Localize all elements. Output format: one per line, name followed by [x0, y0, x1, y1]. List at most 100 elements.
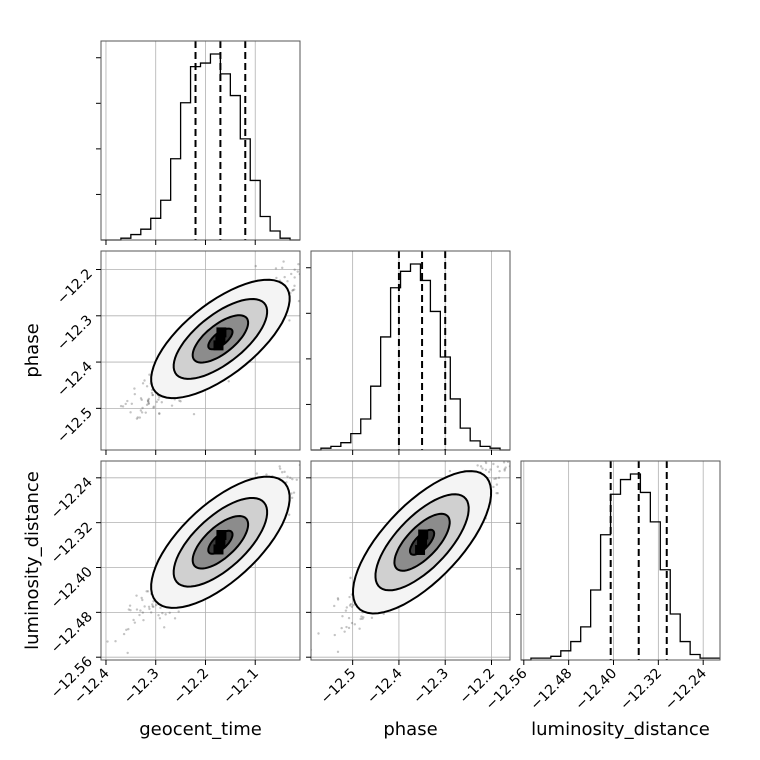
sample-point — [106, 640, 109, 643]
sample-point — [341, 614, 344, 618]
x-tick-label: −12.3 — [410, 666, 452, 708]
sample-point — [348, 604, 352, 607]
sample-point — [345, 625, 348, 629]
sample-point — [507, 451, 509, 453]
sample-point — [255, 472, 259, 475]
sample-point — [515, 430, 517, 432]
sample-point — [159, 606, 162, 610]
sample-point — [501, 453, 503, 455]
y-axis-label-luminosity_distance: luminosity_distance — [22, 471, 43, 650]
sample-point — [152, 600, 155, 603]
sample-point — [129, 411, 132, 414]
density-peak-cell — [415, 544, 426, 555]
panel-luminosity_distance-luminosity_distance: −12.56−12.48−12.40−12.32−12.24 — [483, 460, 721, 714]
sample-point — [286, 475, 289, 478]
sample-point — [141, 598, 144, 602]
sample-point — [126, 399, 129, 403]
sample-point — [163, 626, 166, 629]
sample-point — [516, 438, 518, 440]
contours — [351, 470, 493, 615]
sample-point — [502, 461, 506, 464]
sample-point — [128, 604, 132, 607]
sample-point — [306, 458, 308, 460]
sample-point — [503, 467, 506, 471]
sample-point — [143, 605, 146, 608]
sample-point — [349, 602, 353, 606]
sample-point — [288, 319, 291, 322]
sample-point — [489, 468, 492, 471]
sample-point — [484, 461, 488, 465]
sample-point — [296, 270, 299, 273]
sample-point — [121, 405, 125, 408]
sample-point — [170, 404, 174, 407]
sample-point — [133, 392, 137, 396]
sample-point — [496, 492, 499, 495]
sample-point — [151, 603, 154, 606]
sample-point — [278, 467, 282, 470]
sample-point — [141, 382, 145, 385]
sample-point — [350, 621, 354, 625]
sample-point — [145, 590, 148, 593]
sample-point — [139, 609, 142, 612]
sample-point — [303, 651, 305, 653]
sample-point — [497, 476, 501, 479]
y-tick-label: −12.48 — [48, 609, 96, 657]
sample-point — [139, 397, 143, 400]
sample-point — [142, 618, 145, 622]
panel-geocent_time-geocent_time — [96, 40, 301, 245]
x-tick-label: −12.48 — [528, 666, 576, 714]
contours — [150, 278, 291, 400]
sample-point — [324, 254, 326, 256]
sample-point — [313, 497, 315, 499]
density-peak-cell — [418, 529, 429, 540]
sample-point — [292, 288, 296, 291]
sample-point — [512, 446, 514, 448]
histogram-geocent_time — [101, 53, 300, 241]
sample-point — [500, 457, 502, 459]
sample-point — [286, 280, 289, 283]
sample-point — [503, 469, 506, 472]
sample-point — [317, 240, 319, 242]
sample-point — [151, 393, 154, 397]
sample-point — [130, 402, 134, 406]
sample-point — [330, 434, 332, 436]
sample-point — [265, 473, 268, 476]
sample-point — [370, 616, 374, 620]
sample-point — [304, 277, 306, 279]
x-tick-label: −12.32 — [617, 666, 665, 714]
sample-point — [336, 598, 340, 601]
sample-point — [140, 411, 144, 414]
sample-point — [157, 613, 160, 617]
sample-point — [147, 605, 151, 608]
sample-point — [145, 385, 149, 388]
x-tick-label: −12.40 — [572, 666, 620, 714]
sample-point — [280, 471, 284, 474]
sample-point — [481, 467, 484, 470]
sample-point — [290, 272, 293, 276]
sample-point — [144, 411, 147, 414]
sample-point — [343, 630, 346, 633]
sample-point — [281, 266, 284, 270]
sample-point — [347, 616, 351, 620]
y-tick-label: −12.32 — [48, 519, 96, 567]
sample-point — [148, 607, 151, 611]
sample-point — [494, 477, 498, 480]
sample-point — [136, 416, 139, 419]
sample-point — [333, 633, 336, 637]
sample-point — [151, 393, 154, 397]
sample-point — [306, 265, 308, 267]
sample-point — [498, 469, 501, 473]
sample-point — [119, 404, 123, 408]
sample-point — [492, 485, 495, 489]
sample-point — [152, 605, 155, 609]
sample-point — [283, 470, 286, 474]
sample-point — [160, 401, 163, 404]
sample-point — [305, 269, 307, 271]
sample-point — [158, 396, 161, 399]
sample-point — [254, 264, 257, 268]
density-peak-cell — [215, 333, 226, 344]
histogram-luminosity_distance — [521, 473, 720, 661]
sample-point — [528, 432, 530, 434]
sample-point — [124, 402, 127, 406]
